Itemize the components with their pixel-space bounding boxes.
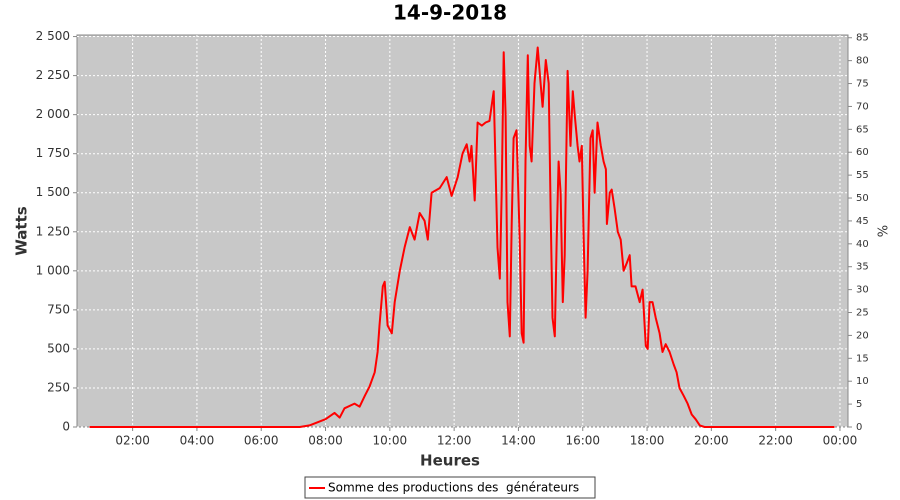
x-tick-label: 18:00 (630, 434, 665, 448)
x-tick-label: 00:00 (823, 434, 858, 448)
y2-tick-label: 10 (856, 376, 869, 387)
y-tick-label: 2 500 (36, 29, 70, 43)
y2-tick-label: 75 (856, 79, 869, 90)
x-tick-label: 08:00 (308, 434, 343, 448)
x-tick-label: 04:00 (180, 434, 215, 448)
y2-tick-label: 60 (856, 147, 869, 158)
y-tick-label: 500 (47, 341, 70, 355)
y2-axis-label: % (877, 225, 892, 237)
y-tick-label: 1 250 (36, 224, 70, 238)
x-axis-label: Heures (420, 452, 480, 470)
y2-tick-label: 70 (856, 101, 869, 112)
y-tick-label: 1 750 (36, 146, 70, 160)
x-tick-label: 14:00 (501, 434, 536, 448)
y2-tick-label: 40 (856, 239, 869, 250)
y2-tick-label: 45 (856, 216, 869, 227)
x-tick-label: 06:00 (244, 434, 279, 448)
y2-tick-label: 5 (856, 399, 862, 410)
y2-tick-label: 30 (856, 285, 869, 296)
y2-tick-label: 35 (856, 262, 869, 273)
plot-area (76, 34, 849, 428)
y2-tick-label: 15 (856, 353, 869, 364)
y2-tick-label: 50 (856, 193, 869, 204)
x-tick-label: 12:00 (437, 434, 472, 448)
y2-tick-label: 20 (856, 330, 869, 341)
y-tick-label: 750 (47, 302, 70, 316)
y-tick-label: 1 500 (36, 185, 70, 199)
y-tick-label: 2 000 (36, 107, 70, 121)
series-line (89, 46, 835, 428)
x-tick-label: 02:00 (115, 434, 150, 448)
x-tick-label: 20:00 (694, 434, 729, 448)
chart-title: 14-9-2018 (393, 1, 507, 25)
y-tick-label: 2 250 (36, 68, 70, 82)
y2-tick-label: 55 (856, 170, 869, 181)
x-tick-label: 22:00 (758, 434, 793, 448)
legend (304, 476, 596, 499)
legend-label: Somme des productions des générateurs (328, 481, 579, 495)
y2-tick-label: 65 (856, 124, 869, 135)
y2-tick-label: 85 (856, 33, 869, 44)
x-tick-label: 10:00 (373, 434, 408, 448)
x-tick-label: 16:00 (565, 434, 600, 448)
y2-tick-label: 0 (856, 422, 862, 433)
y-tick-label: 250 (47, 380, 70, 394)
y-axis-label: Watts (13, 206, 31, 255)
y2-tick-label: 25 (856, 308, 869, 319)
y-tick-label: 0 (62, 420, 70, 434)
y2-tick-label: 80 (856, 56, 869, 67)
y-tick-label: 1 000 (36, 263, 70, 277)
